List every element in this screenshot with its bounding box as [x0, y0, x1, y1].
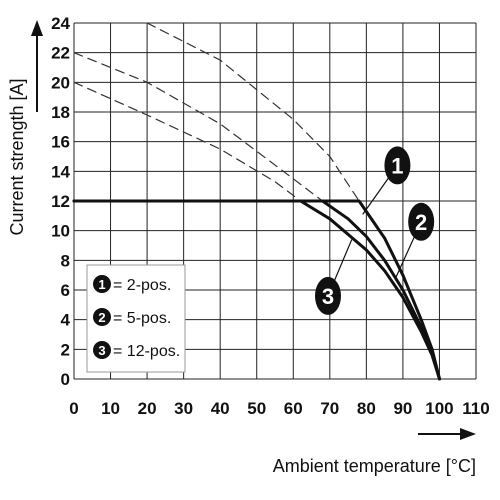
x-tick-label: 30: [174, 399, 193, 418]
dashed-curve-1: [146, 22, 360, 202]
callout-badge-2: [408, 202, 435, 241]
x-tick-label: 80: [357, 399, 376, 418]
grid: [73, 22, 477, 380]
y-tick-label: 22: [51, 44, 70, 63]
series-layer: [72, 22, 441, 381]
x-tick-label: 20: [138, 399, 157, 418]
callout-badge-1: [384, 146, 411, 185]
legend-number-3: 3: [98, 343, 105, 358]
x-tick-label: 10: [101, 399, 120, 418]
callouts: 1 2 3: [314, 146, 435, 315]
callout-number-3: 3: [322, 284, 334, 309]
tick-labels: 0 10 20 30 40 50 60 70 80 90 100 110024681012141618…: [51, 14, 490, 418]
y-tick-label: 2: [61, 340, 70, 359]
derating-curve-3: [72, 199, 441, 381]
y-tick-label: 10: [51, 222, 70, 241]
legend: 1 = 2-pos. 2 = 5-pos. 3 = 12-pos.: [86, 264, 186, 373]
y-tick-label: 20: [51, 73, 70, 92]
y-tick-label: 4: [61, 311, 71, 330]
y-axis-title: Current strength [A]: [7, 78, 27, 235]
y-axis-title-group: Current strength [A]: [7, 20, 43, 236]
y-tick-label: 0: [61, 370, 70, 389]
legend-number-2: 2: [98, 310, 105, 325]
x-tick-label: 110: [462, 399, 489, 418]
x-tick-label: 100: [425, 399, 453, 418]
dashed-curve-3: [73, 81, 302, 202]
x-tick-label: 0: [69, 399, 78, 418]
x-axis-title: Ambient temperature [°C]: [273, 456, 476, 476]
y-tick-label: 24: [51, 14, 70, 33]
legend-badge-3: [93, 341, 111, 359]
x-tick-label: 40: [211, 399, 230, 418]
x-tick-label: 60: [284, 399, 303, 418]
legend-badge-1: [93, 275, 111, 293]
y-tick-label: 6: [61, 281, 70, 300]
legend-items: 1 = 2-pos. 2 = 5-pos. 3 = 12-pos.: [93, 275, 180, 360]
dashed-curve-2: [73, 52, 324, 202]
y-tick-label: 12: [51, 192, 70, 211]
callout-badge-3: [314, 276, 341, 315]
legend-number-1: 1: [98, 277, 105, 292]
legend-label-1: = 2-pos.: [113, 277, 171, 294]
y-tick-label: 16: [51, 133, 70, 152]
x-tick-label: 90: [393, 399, 412, 418]
x-tick-label: 50: [247, 399, 266, 418]
legend-label-2: = 5-pos.: [113, 310, 171, 327]
legend-label-3: = 12-pos.: [113, 343, 180, 360]
y-axis-arrow-head: [31, 20, 43, 36]
legend-badge-2: [93, 308, 111, 326]
y-tick-label: 18: [51, 103, 70, 122]
x-axis-arrow-head: [460, 428, 476, 440]
callout-number-1: 1: [391, 153, 403, 178]
x-tick-label: 70: [320, 399, 339, 418]
y-tick-label: 14: [51, 162, 70, 181]
x-axis-title-group: Ambient temperature [°C]: [273, 428, 476, 476]
y-tick-label: 8: [61, 251, 70, 270]
callout-number-2: 2: [415, 210, 427, 235]
